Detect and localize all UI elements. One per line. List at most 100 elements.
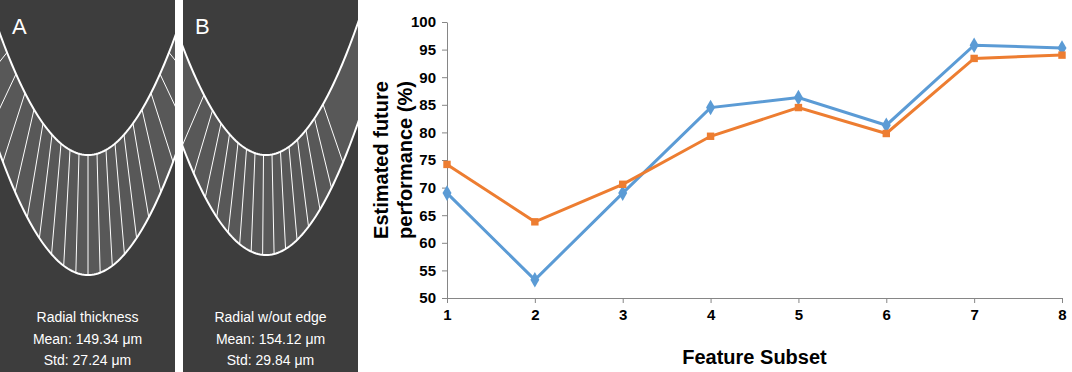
tick: 55 bbox=[419, 262, 447, 279]
radial-line bbox=[15, 109, 34, 192]
tick-label: 2 bbox=[531, 306, 539, 323]
radial-line bbox=[76, 154, 79, 273]
tick-label: 95 bbox=[419, 41, 436, 58]
radial-line bbox=[124, 135, 137, 238]
plot-area bbox=[443, 37, 1067, 287]
boundary bbox=[183, 99, 358, 255]
tick-label: 100 bbox=[411, 13, 436, 30]
tick-label: 3 bbox=[619, 306, 627, 323]
tick: 60 bbox=[419, 234, 447, 251]
tick-label: 7 bbox=[970, 306, 978, 323]
marker bbox=[619, 181, 626, 188]
tick: 8 bbox=[1058, 298, 1066, 323]
tick-label: 70 bbox=[419, 179, 436, 196]
tick-label: 60 bbox=[419, 234, 436, 251]
tick-mark bbox=[886, 298, 887, 303]
tick-mark bbox=[974, 298, 975, 303]
image-panel: BRadial w/out edgeMean: 154.12 μmStd: 29… bbox=[166, 0, 366, 372]
marker bbox=[443, 185, 452, 201]
tick: 50 bbox=[419, 289, 447, 306]
tick-label: 4 bbox=[707, 306, 716, 323]
tissue bbox=[183, 0, 358, 255]
marker bbox=[443, 161, 450, 168]
boundary bbox=[0, 0, 175, 155]
marker bbox=[970, 37, 979, 53]
tick-mark bbox=[1062, 298, 1063, 303]
tick: 2 bbox=[531, 298, 539, 323]
radial-line bbox=[115, 144, 124, 255]
panel-drawing bbox=[0, 0, 175, 275]
radial-line bbox=[142, 109, 161, 192]
radial-line bbox=[27, 123, 43, 217]
tick-mark bbox=[535, 298, 536, 303]
figure: ARadial thicknessMean: 149.34 μmStd: 27.… bbox=[0, 0, 1072, 372]
radial-line bbox=[183, 95, 204, 146]
radial-line bbox=[323, 104, 343, 162]
panel-text: Std: 27.24 μm bbox=[44, 352, 131, 368]
x-axis: 12345678 bbox=[443, 298, 1066, 323]
tick-mark bbox=[442, 215, 447, 216]
marker bbox=[530, 272, 539, 288]
tick-label: 6 bbox=[883, 306, 891, 323]
panel-text: Mean: 154.12 μm bbox=[216, 331, 325, 347]
tick: 80 bbox=[419, 124, 447, 141]
marker bbox=[970, 55, 977, 62]
tick-label: 85 bbox=[419, 96, 436, 113]
panel-drawing bbox=[183, 0, 358, 255]
marker bbox=[707, 133, 714, 140]
marker bbox=[706, 100, 715, 116]
tick-label: 8 bbox=[1058, 306, 1066, 323]
marker bbox=[1058, 51, 1065, 58]
tick-mark bbox=[442, 243, 447, 244]
tick-mark bbox=[442, 298, 447, 299]
tick-mark bbox=[442, 270, 447, 271]
radial-line bbox=[151, 93, 173, 162]
tick-mark bbox=[442, 22, 447, 23]
radial-line bbox=[88, 155, 89, 275]
tick: 85 bbox=[419, 96, 447, 113]
tick-mark bbox=[442, 50, 447, 51]
tick-mark bbox=[447, 298, 448, 303]
tick-mark bbox=[442, 77, 447, 78]
tick-label: 5 bbox=[795, 306, 803, 323]
tick-label: 50 bbox=[419, 289, 436, 306]
radial-line bbox=[217, 134, 230, 217]
tick: 100 bbox=[411, 13, 447, 30]
radial-line bbox=[160, 74, 175, 127]
tick: 75 bbox=[419, 151, 447, 168]
tick-label: 80 bbox=[419, 124, 436, 141]
marker bbox=[795, 104, 802, 111]
tick: 95 bbox=[419, 41, 447, 58]
radial-line bbox=[240, 149, 247, 244]
radial-line bbox=[298, 139, 309, 226]
radial-line bbox=[315, 118, 332, 188]
tick: 7 bbox=[970, 298, 978, 323]
tissue bbox=[0, 0, 175, 275]
tick-mark bbox=[711, 298, 712, 303]
tick-mark bbox=[442, 132, 447, 133]
boundary bbox=[183, 0, 358, 155]
axis-line bbox=[447, 23, 448, 299]
radial-line bbox=[0, 74, 16, 127]
radial-line bbox=[251, 153, 255, 251]
radial-line bbox=[272, 154, 274, 254]
y-axis: 50556065707580859095100 bbox=[411, 13, 448, 306]
panel-text: Mean: 149.34 μm bbox=[33, 331, 142, 347]
series-markers bbox=[443, 37, 1067, 287]
radial-line bbox=[194, 110, 213, 173]
tick: 65 bbox=[419, 207, 447, 224]
radial-line bbox=[52, 144, 61, 255]
y-axis-title: Estimated future bbox=[370, 81, 392, 239]
radial-line bbox=[169, 52, 175, 88]
x-axis-title: Feature Subset bbox=[682, 346, 827, 368]
panel-text: Std: 29.84 μm bbox=[227, 352, 314, 368]
radial-line bbox=[3, 93, 25, 162]
tick-mark bbox=[442, 105, 447, 106]
radial-line bbox=[228, 143, 238, 233]
tick-mark bbox=[798, 298, 799, 303]
radial-line bbox=[39, 135, 52, 238]
radial-line bbox=[97, 154, 100, 273]
panel-title: Radial w/out edge bbox=[214, 309, 326, 325]
radial-line bbox=[306, 130, 320, 209]
series-markers bbox=[443, 51, 1065, 225]
